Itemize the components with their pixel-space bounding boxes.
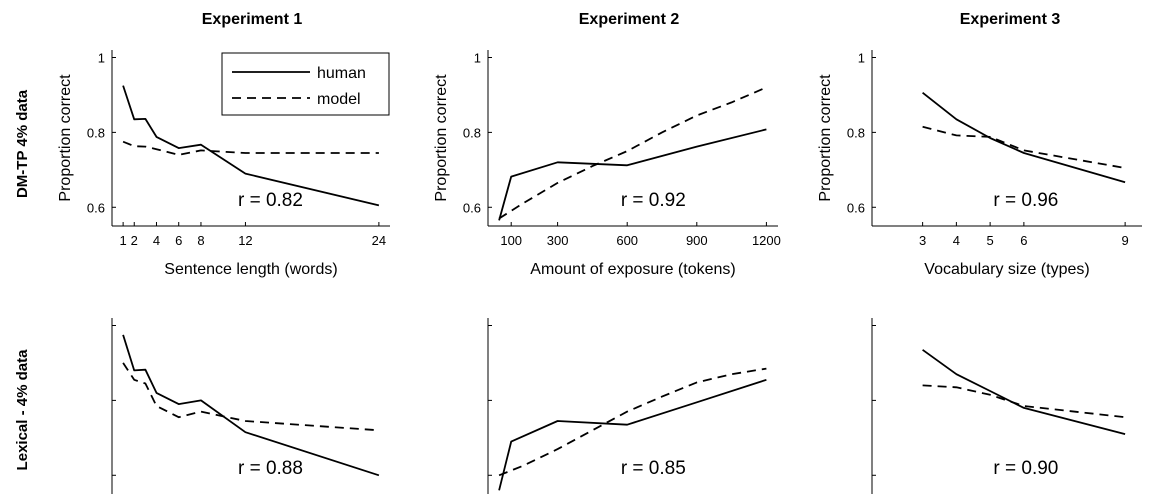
x-tick-label: 6 (1020, 233, 1027, 248)
series-line-human (498, 128, 767, 221)
y-tick-label: 1 (98, 50, 105, 65)
y-tick-label: 1 (474, 50, 481, 65)
y-tick-label: 0.6 (463, 200, 481, 215)
y-tick-label: 0.8 (463, 125, 481, 140)
series-line-human (498, 378, 767, 491)
series-line-model (498, 367, 767, 477)
panel-1-2: 0.6 0.8 1 100 300 600 900 1200 Amount of exposur… (433, 50, 781, 278)
y-axis-label: Proportion correct (57, 74, 74, 202)
panel-1-3: 0.6 0.8 1 3 4 5 6 9 Vocabulary size (types) Propo… (817, 50, 1142, 278)
legend: human model (221, 52, 390, 116)
column-title-experiment-1: Experiment 1 (202, 11, 303, 28)
correlation-annotation: r = 0.85 (621, 458, 686, 479)
column-title-experiment-2: Experiment 2 (579, 11, 680, 28)
correlation-annotation: r = 0.92 (621, 190, 686, 211)
series-line-model (122, 362, 379, 432)
legend-box (221, 52, 390, 116)
x-tick-label: 3 (919, 233, 926, 248)
x-tick-label: 900 (686, 233, 708, 248)
y-tick-label: 0.6 (87, 200, 105, 215)
x-axis-label: Vocabulary size (types) (924, 261, 1089, 278)
x-tick-label: 2 (131, 233, 138, 248)
x-axis-label: Amount of exposure (tokens) (530, 261, 735, 278)
x-tick-label: 1 (120, 233, 127, 248)
x-tick-label: 4 (953, 233, 960, 248)
x-tick-label: 300 (547, 233, 569, 248)
series-line-model (922, 125, 1126, 169)
y-axis-label: Proportion correct (817, 74, 834, 202)
y-tick-label: 0.8 (847, 125, 865, 140)
y-tick-label: 0.6 (847, 200, 865, 215)
correlation-annotation: r = 0.96 (993, 190, 1058, 211)
series-line-human (922, 349, 1126, 435)
legend-model-label: model (317, 91, 361, 108)
series-line-human (122, 85, 380, 207)
panel-2-1: r = 0.88 (111, 318, 380, 494)
y-tick-label: 1 (858, 50, 865, 65)
series-line-model (922, 384, 1126, 419)
column-title-experiment-3: Experiment 3 (960, 11, 1061, 28)
series-line-human (122, 334, 380, 477)
series-line-model (122, 140, 379, 156)
x-tick-label: 24 (372, 233, 386, 248)
correlation-annotation: r = 0.88 (238, 458, 303, 479)
y-axis-label: Proportion correct (433, 74, 450, 202)
series-line-model (498, 86, 767, 220)
row-label-lexical: Lexical - 4% data (14, 349, 31, 471)
x-tick-label: 4 (153, 233, 160, 248)
panel-2-3: r = 0.90 (871, 318, 1126, 494)
x-tick-label: 8 (197, 233, 204, 248)
x-axis-label: Sentence length (words) (164, 261, 337, 278)
x-tick-label: 600 (616, 233, 638, 248)
y-tick-label: 0.8 (87, 125, 105, 140)
x-tick-label: 6 (175, 233, 182, 248)
x-tick-label: 5 (987, 233, 994, 248)
x-tick-label: 9 (1122, 233, 1129, 248)
row-label-dm-tp: DM-TP 4% data (14, 89, 31, 198)
panel-2-2: r = 0.85 (487, 318, 767, 494)
x-tick-label: 100 (500, 233, 522, 248)
series-line-human (922, 91, 1126, 184)
legend-human-label: human (317, 65, 366, 82)
correlation-annotation: r = 0.90 (993, 458, 1058, 479)
x-tick-label: 12 (238, 233, 252, 248)
correlation-annotation: r = 0.82 (238, 190, 303, 211)
x-tick-label: 1200 (752, 233, 781, 248)
